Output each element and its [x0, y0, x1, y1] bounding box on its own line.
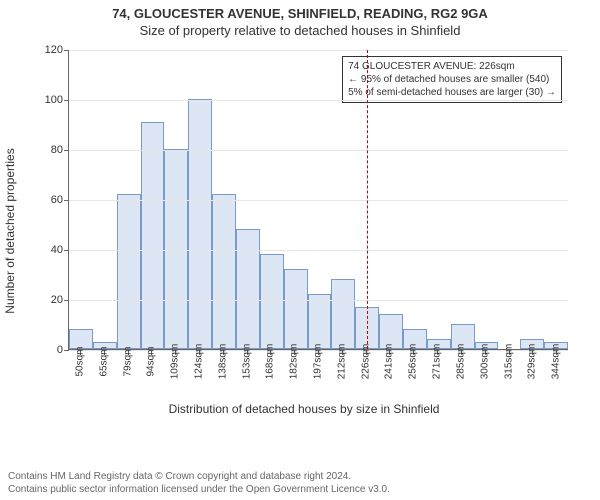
x-tick-cell: 256sqm	[401, 352, 425, 402]
x-tick-cell: 50sqm	[68, 352, 92, 402]
x-tick-label: 168sqm	[265, 344, 276, 380]
callout-line-2: ← 95% of detached houses are smaller (54…	[348, 73, 556, 86]
bar	[212, 194, 236, 349]
x-tick-cell: 271sqm	[425, 352, 449, 402]
bar	[164, 149, 188, 349]
x-tick-label: 124sqm	[193, 344, 204, 380]
y-tick-mark	[64, 150, 69, 151]
marker-line	[367, 50, 368, 349]
x-tick-cell: 315sqm	[497, 352, 521, 402]
x-tick-label: 256sqm	[408, 344, 419, 380]
y-tick-mark	[64, 50, 69, 51]
x-tick-label: 50sqm	[74, 346, 85, 376]
bar	[188, 99, 212, 349]
x-tick-label: 212sqm	[336, 344, 347, 380]
gridline	[69, 300, 568, 301]
y-axis-label: Number of detached properties	[3, 148, 17, 313]
gridline	[69, 100, 568, 101]
x-tick-cell: 138sqm	[211, 352, 235, 402]
gridline	[69, 50, 568, 51]
x-tick-label: 138sqm	[217, 344, 228, 380]
x-tick-cell: 212sqm	[330, 352, 354, 402]
x-tick-cell: 182sqm	[282, 352, 306, 402]
bar	[117, 194, 141, 349]
x-tick-label: 79sqm	[122, 346, 133, 376]
y-tick-mark	[64, 200, 69, 201]
x-tick-cell: 124sqm	[187, 352, 211, 402]
x-tick-cell: 344sqm	[544, 352, 568, 402]
gridline	[69, 200, 568, 201]
footer-line-2: Contains public sector information licen…	[8, 483, 390, 496]
x-tick-cell: 226sqm	[354, 352, 378, 402]
x-tick-label: 329sqm	[527, 344, 538, 380]
bar	[284, 269, 308, 349]
x-tick-cell: 241sqm	[378, 352, 402, 402]
y-tick-mark	[64, 250, 69, 251]
x-tick-label: 94sqm	[146, 346, 157, 376]
x-tick-label: 226sqm	[360, 344, 371, 380]
x-tick-cell: 65sqm	[92, 352, 116, 402]
title-subtitle: Size of property relative to detached ho…	[0, 23, 600, 38]
x-tick-cell: 168sqm	[259, 352, 283, 402]
title-block: 74, GLOUCESTER AVENUE, SHINFIELD, READIN…	[0, 0, 600, 38]
gridline	[69, 250, 568, 251]
bar	[308, 294, 332, 349]
title-address: 74, GLOUCESTER AVENUE, SHINFIELD, READIN…	[0, 6, 600, 21]
x-tick-label: 344sqm	[551, 344, 562, 380]
x-tick-label: 197sqm	[313, 344, 324, 380]
y-tick-mark	[64, 100, 69, 101]
y-tick-mark	[64, 350, 69, 351]
footer: Contains HM Land Registry data © Crown c…	[8, 470, 390, 496]
x-tick-cell: 285sqm	[449, 352, 473, 402]
plot-area: 74 GLOUCESTER AVENUE: 226sqm ← 95% of de…	[68, 50, 568, 350]
callout-line-3: 5% of semi-detached houses are larger (3…	[348, 86, 556, 99]
x-tick-label: 109sqm	[170, 344, 181, 380]
bar	[260, 254, 284, 349]
x-tick-cell: 79sqm	[116, 352, 140, 402]
x-tick-label: 182sqm	[289, 344, 300, 380]
x-tick-label: 300sqm	[479, 344, 490, 380]
x-tick-cell: 153sqm	[235, 352, 259, 402]
chart: Number of detached properties 74 GLOUCES…	[24, 46, 584, 416]
x-tick-label: 65sqm	[98, 346, 109, 376]
callout-line-1: 74 GLOUCESTER AVENUE: 226sqm	[348, 60, 556, 73]
x-tick-cell: 300sqm	[473, 352, 497, 402]
bar	[236, 229, 260, 349]
gridline	[69, 150, 568, 151]
bar	[331, 279, 355, 349]
footer-line-1: Contains HM Land Registry data © Crown c…	[8, 470, 390, 483]
x-tick-cell: 94sqm	[139, 352, 163, 402]
bar	[141, 122, 165, 350]
x-tick-label: 153sqm	[241, 344, 252, 380]
x-axis-title: Distribution of detached houses by size …	[24, 402, 584, 416]
x-tick-label: 315sqm	[503, 344, 514, 380]
x-tick-cell: 197sqm	[306, 352, 330, 402]
callout-box: 74 GLOUCESTER AVENUE: 226sqm ← 95% of de…	[342, 56, 562, 103]
x-tick-labels: 50sqm65sqm79sqm94sqm109sqm124sqm138sqm15…	[68, 352, 568, 402]
x-tick-label: 271sqm	[432, 344, 443, 380]
x-tick-label: 285sqm	[455, 344, 466, 380]
y-tick-mark	[64, 300, 69, 301]
x-tick-cell: 109sqm	[163, 352, 187, 402]
x-tick-label: 241sqm	[384, 344, 395, 380]
x-tick-cell: 329sqm	[520, 352, 544, 402]
